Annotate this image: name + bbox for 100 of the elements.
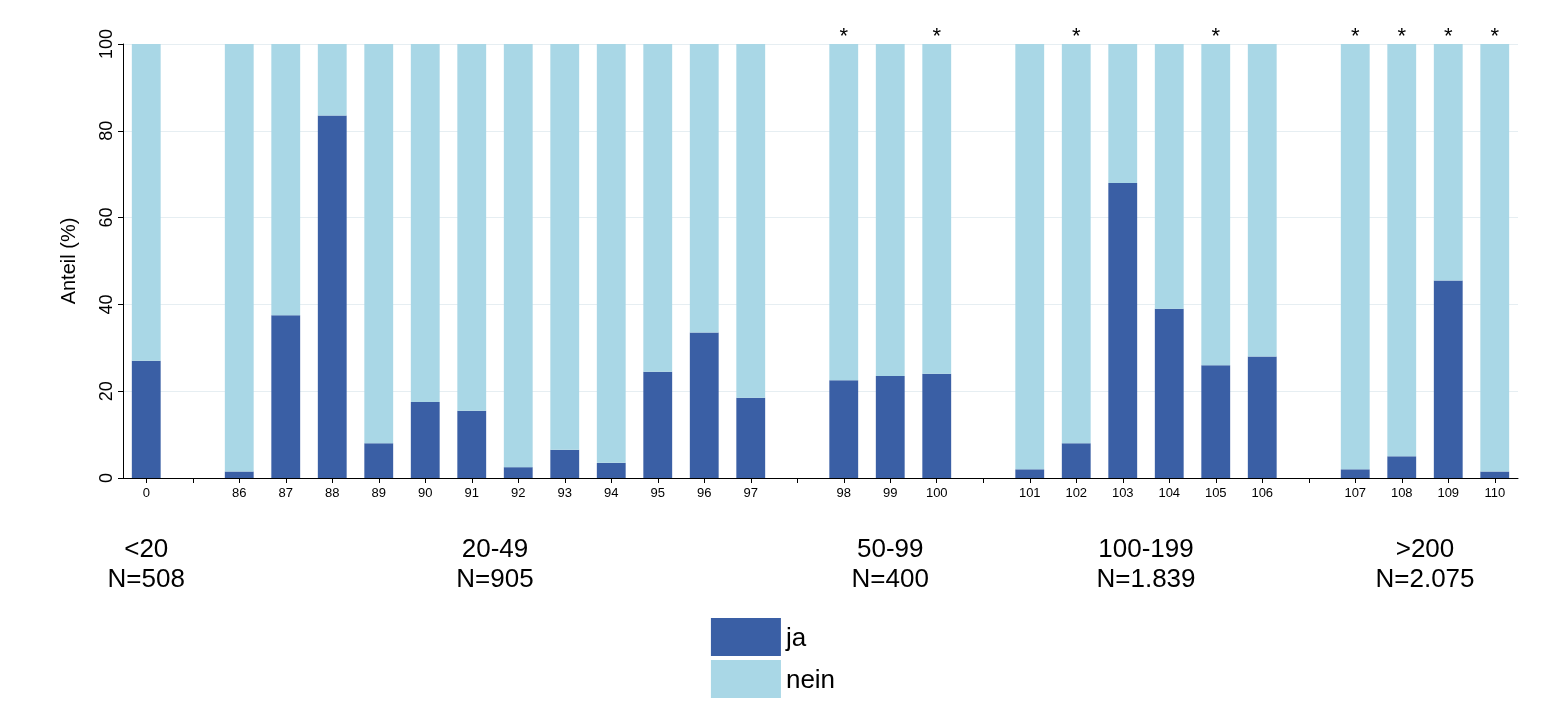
bar — [1061, 44, 1091, 444]
x-tick-label: 107 — [1344, 485, 1367, 500]
x-tick-label: 87 — [278, 485, 293, 500]
bar — [1061, 443, 1091, 478]
annotation: * — [1397, 22, 1407, 48]
annotation: * — [839, 22, 849, 48]
bar — [596, 462, 626, 478]
x-tick-label: 100 — [925, 485, 948, 500]
bar — [736, 44, 766, 398]
bar — [1154, 308, 1184, 478]
annotation: * — [1350, 22, 1360, 48]
x-tick-label: 108 — [1390, 485, 1413, 500]
bar — [1480, 471, 1510, 478]
bar — [875, 44, 905, 377]
bar — [643, 371, 673, 478]
bar — [1433, 44, 1463, 281]
x-tick-label: 89 — [371, 485, 386, 500]
bar — [1340, 469, 1370, 478]
bar — [317, 115, 347, 478]
x-tick-label: 90 — [418, 485, 433, 500]
bar — [689, 332, 719, 478]
text: 50-99 N=400 — [851, 533, 929, 593]
bar — [364, 443, 394, 478]
annotation: * — [1071, 22, 1081, 48]
bar — [1247, 356, 1277, 478]
bar — [1201, 44, 1231, 366]
x-tick-label: 102 — [1065, 485, 1088, 500]
bar — [736, 397, 766, 478]
bar — [875, 376, 905, 478]
bar — [1108, 44, 1138, 183]
text: 100-199 N=1.839 — [1096, 533, 1196, 593]
bar — [550, 44, 580, 450]
x-tick-label: 109 — [1437, 485, 1460, 500]
bar — [1154, 44, 1184, 309]
bar — [1480, 44, 1510, 472]
x-tick-label: 93 — [557, 485, 572, 500]
x-tick-label: 98 — [836, 485, 851, 500]
x-tick-label: 91 — [464, 485, 479, 500]
bar — [410, 402, 440, 478]
bar — [503, 44, 533, 468]
bar — [131, 360, 161, 478]
x-tick-label: 97 — [743, 485, 758, 500]
bar — [1340, 44, 1370, 470]
bar — [1201, 365, 1231, 478]
x-tick-label: 88 — [325, 485, 340, 500]
bar — [364, 44, 394, 444]
bar — [1108, 182, 1138, 478]
x-tick-label: 86 — [232, 485, 247, 500]
bar — [503, 467, 533, 478]
annotation: * — [1211, 22, 1221, 48]
annotation: * — [932, 22, 942, 48]
x-tick-label: 0 — [142, 485, 150, 500]
x-tick-label: 104 — [1158, 485, 1181, 500]
x-tick-label: 95 — [650, 485, 665, 500]
bar — [271, 315, 301, 478]
y-tick-label: 0 — [96, 472, 116, 484]
text: >200 N=2.075 — [1375, 533, 1475, 593]
x-tick-label: 103 — [1111, 485, 1134, 500]
bar — [224, 44, 254, 472]
annotation: * — [1443, 22, 1453, 48]
bar — [271, 44, 301, 316]
x-tick-label: 99 — [883, 485, 898, 500]
x-tick-label: 96 — [697, 485, 712, 500]
bar — [1015, 44, 1045, 470]
bar — [829, 44, 859, 381]
bar — [1015, 469, 1045, 478]
bar — [131, 44, 161, 361]
x-tick-label: 101 — [1018, 485, 1041, 500]
bar — [689, 44, 719, 333]
y-tick-label: 100 — [96, 28, 116, 60]
bar — [410, 44, 440, 403]
y-tick-label: 60 — [96, 207, 116, 228]
y-tick-label: 40 — [96, 294, 116, 315]
x-tick-label: 92 — [511, 485, 526, 500]
bar — [643, 44, 673, 372]
text: 20-49 N=905 — [456, 533, 534, 593]
bar — [1387, 44, 1417, 457]
x-tick-label: 110 — [1484, 485, 1506, 500]
bar — [550, 449, 580, 478]
legend-label: nein — [785, 664, 836, 694]
text: <20 N=508 — [107, 533, 185, 593]
bar — [457, 410, 487, 478]
bar — [829, 380, 859, 478]
y-tick-label: 20 — [96, 381, 116, 402]
y-axis-title: Anteil (%) — [57, 217, 79, 305]
bar — [922, 373, 952, 478]
annotation: * — [1490, 22, 1500, 48]
y-tick-label: 80 — [96, 120, 116, 141]
bar — [224, 471, 254, 478]
bar — [922, 44, 952, 374]
bar — [596, 44, 626, 463]
legend-label: ja — [784, 622, 807, 652]
bar — [317, 44, 347, 116]
x-tick-label: 94 — [604, 485, 619, 500]
bar — [457, 44, 487, 411]
bar — [1247, 44, 1277, 357]
bar — [1387, 456, 1417, 478]
x-tick-label: 105 — [1204, 485, 1227, 500]
bar — [1433, 280, 1463, 478]
x-tick-label: 106 — [1251, 485, 1274, 500]
